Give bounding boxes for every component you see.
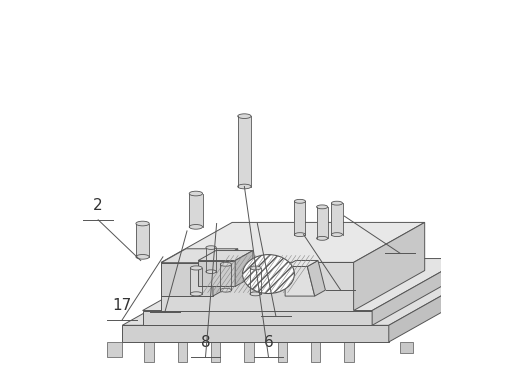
Text: 6: 6 [264,335,273,350]
Polygon shape [238,116,251,186]
Polygon shape [244,342,253,362]
Polygon shape [311,342,320,362]
Text: 2: 2 [94,198,103,213]
Polygon shape [190,268,202,294]
Ellipse shape [238,114,251,119]
Polygon shape [354,222,425,311]
Ellipse shape [189,225,202,229]
Polygon shape [211,342,220,362]
Ellipse shape [220,288,231,292]
Polygon shape [161,249,238,263]
Polygon shape [332,203,342,235]
Polygon shape [122,325,389,342]
Ellipse shape [243,255,294,294]
Polygon shape [161,262,354,311]
Polygon shape [213,249,238,296]
Polygon shape [189,194,202,227]
Ellipse shape [206,246,216,250]
Ellipse shape [190,292,202,296]
Polygon shape [307,260,326,296]
Polygon shape [161,263,213,296]
Ellipse shape [332,201,342,205]
Polygon shape [250,268,261,294]
Ellipse shape [294,199,306,203]
Polygon shape [285,266,315,296]
Polygon shape [277,342,287,362]
Text: 8: 8 [201,335,211,350]
Polygon shape [136,223,149,257]
Polygon shape [220,264,231,290]
Text: 3: 3 [160,291,170,306]
Polygon shape [372,258,464,325]
Ellipse shape [220,262,231,266]
Polygon shape [285,260,318,266]
Text: 17: 17 [112,298,132,313]
Ellipse shape [238,184,251,189]
Text: 7: 7 [336,269,345,283]
Polygon shape [198,251,253,261]
Polygon shape [389,263,499,342]
Polygon shape [344,342,354,362]
Polygon shape [161,222,425,262]
Ellipse shape [332,233,342,236]
Ellipse shape [317,236,328,240]
Polygon shape [317,207,328,238]
Polygon shape [122,263,499,325]
Ellipse shape [250,292,261,296]
Polygon shape [145,342,154,362]
Ellipse shape [294,233,306,236]
Polygon shape [178,342,187,362]
Polygon shape [198,261,235,286]
Polygon shape [235,251,253,286]
Polygon shape [206,248,216,272]
Ellipse shape [136,221,149,226]
Polygon shape [143,311,372,325]
Polygon shape [294,201,306,235]
Ellipse shape [190,266,202,270]
Polygon shape [107,342,122,357]
Ellipse shape [317,205,328,209]
Polygon shape [400,342,413,353]
Polygon shape [143,258,464,311]
Text: 4: 4 [271,294,281,310]
Ellipse shape [206,270,216,273]
Ellipse shape [250,266,261,270]
Ellipse shape [136,254,149,259]
Ellipse shape [189,191,202,196]
Text: 9: 9 [395,232,405,247]
